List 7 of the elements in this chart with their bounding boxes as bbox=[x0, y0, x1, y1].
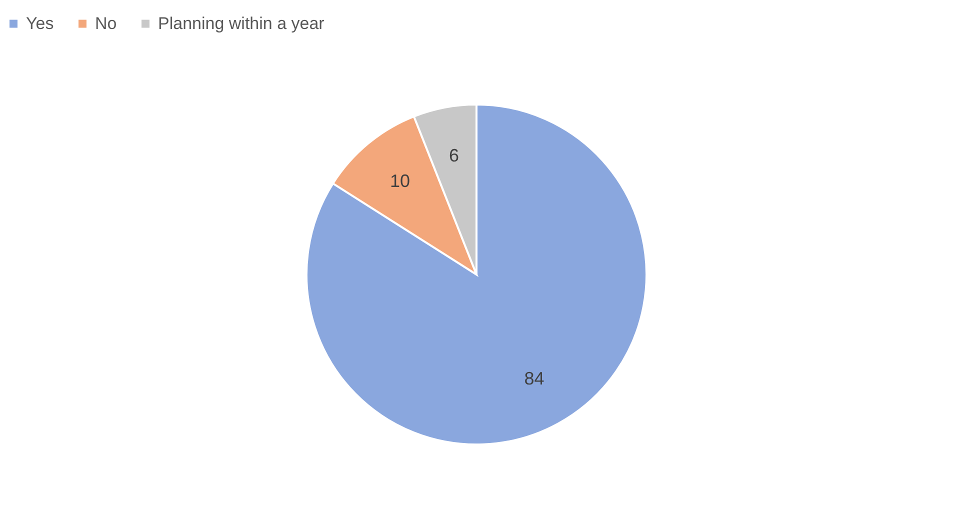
data-label: 6 bbox=[449, 146, 460, 166]
legend-label: Yes bbox=[26, 14, 54, 33]
pie-slice bbox=[306, 104, 648, 446]
legend-label: No bbox=[95, 14, 117, 33]
legend-label: Planning within a year bbox=[158, 14, 325, 33]
data-label: 84 bbox=[524, 368, 544, 389]
data-label: 10 bbox=[390, 171, 410, 192]
